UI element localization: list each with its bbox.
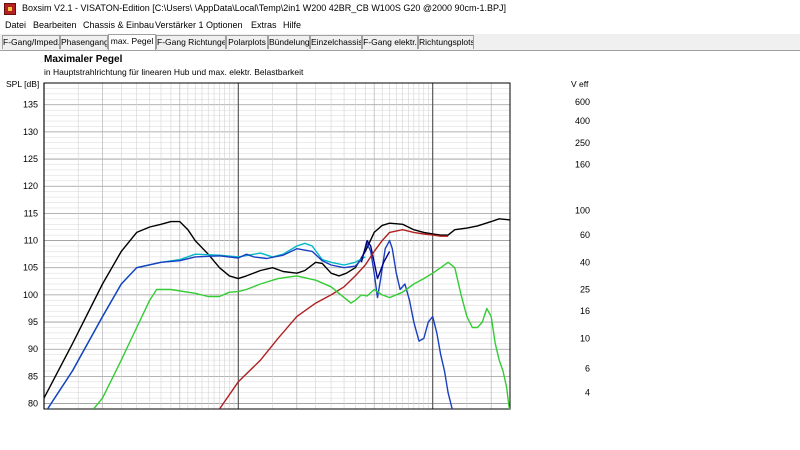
y-tick-label: 125: [23, 154, 38, 164]
y-axis-label: SPL [dB]: [6, 79, 40, 89]
y2-tick-label: 250: [575, 138, 590, 148]
series-line-4: [360, 239, 391, 280]
y2-tick-label: 40: [580, 257, 590, 267]
y-tick-label: 130: [23, 127, 38, 137]
tab-f-gang-elektr[interactable]: F-Gang elektr.: [362, 35, 418, 49]
y-tick-label: 90: [28, 344, 38, 354]
y-tick-label: 135: [23, 100, 38, 110]
y2-tick-label: 60: [580, 230, 590, 240]
y-tick-label: 100: [23, 290, 38, 300]
y2-axis-label: V eff: [571, 79, 589, 89]
series-line-1: [44, 218, 510, 399]
tab-bar: F-Gang/Imped. Phasengang max. Pegel F-Ga…: [0, 34, 800, 51]
y-tick-label: 120: [23, 181, 38, 191]
tab-polarplots[interactable]: Polarplots: [226, 35, 268, 49]
y2-tick-label: 100: [575, 206, 590, 216]
y-tick-label: 105: [23, 263, 38, 273]
chart-title: Maximaler Pegel: [44, 54, 123, 65]
menu-verstaerker[interactable]: Verstärker 1: [155, 20, 204, 30]
y2-tick-label: 25: [580, 284, 590, 294]
menu-chassis-einbau[interactable]: Chassis & Einbau: [83, 20, 155, 30]
tab-phasengang[interactable]: Phasengang: [60, 35, 108, 49]
window-titlebar: Boxsim V2.1 - VISATON-Edition [C:\Users\…: [0, 0, 800, 18]
menu-extras[interactable]: Extras: [251, 20, 277, 30]
y2-tick-label: 160: [575, 160, 590, 170]
menu-bar: Datei Bearbeiten Chassis & Einbau Verstä…: [0, 18, 800, 34]
chart-subtitle: in Hauptstrahlrichtung für linearen Hub …: [44, 67, 304, 77]
y-tick-label: 110: [24, 236, 38, 246]
tab-richtungsplots[interactable]: Richtungsplots: [418, 35, 474, 49]
y-tick-label: 85: [28, 371, 38, 381]
menu-datei[interactable]: Datei: [5, 20, 27, 30]
menu-bearbeiten[interactable]: Bearbeiten: [33, 20, 77, 30]
y2-tick-label: 10: [580, 333, 590, 343]
tab-buendelung[interactable]: Bündelung: [268, 35, 310, 49]
tab-einzelchassis[interactable]: Einzelchassis: [310, 35, 362, 49]
y2-tick-label: 4: [585, 388, 590, 398]
menu-hilfe[interactable]: Hilfe: [283, 20, 302, 30]
tab-f-gang-imped[interactable]: F-Gang/Imped.: [2, 35, 60, 49]
window-title: Boxsim V2.1 - VISATON-Edition [C:\Users\…: [22, 3, 507, 13]
y2-tick-label: 400: [575, 116, 590, 126]
boxsim-app-icon: [4, 3, 16, 15]
y-tick-label: 80: [28, 399, 38, 409]
y-tick-label: 115: [24, 208, 38, 218]
series-line-6: [93, 261, 510, 409]
plot-frame: [43, 82, 511, 410]
series-line-5: [218, 229, 449, 409]
y-tick-label: 95: [28, 317, 38, 327]
menu-optionen[interactable]: Optionen: [206, 20, 243, 30]
tab-f-gang-richtungen[interactable]: F-Gang Richtungen: [156, 35, 226, 49]
y2-tick-label: 16: [580, 306, 590, 316]
y2-tick-label: 6: [585, 363, 590, 373]
tab-max-pegel[interactable]: max. Pegel: [108, 34, 156, 50]
y2-tick-label: 600: [575, 97, 590, 107]
